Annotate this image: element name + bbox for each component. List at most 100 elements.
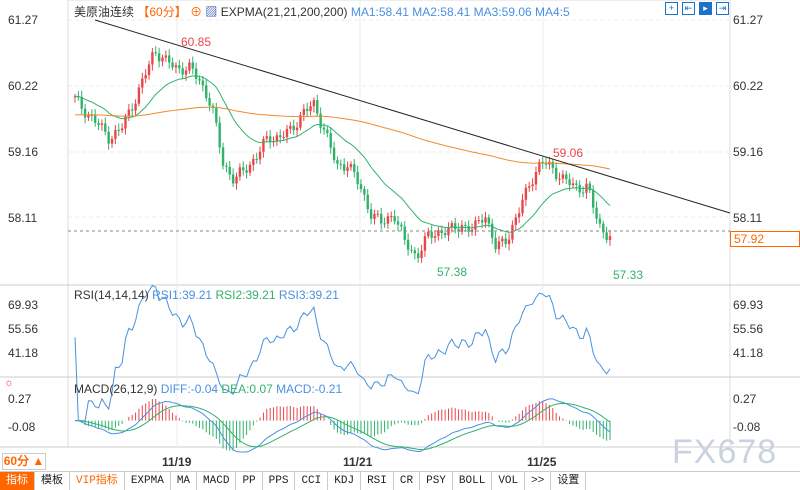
candle xyxy=(201,80,205,86)
candle xyxy=(403,226,406,240)
tab-vip-indicators[interactable]: VIP指标 xyxy=(70,472,125,490)
tab-ma[interactable]: MA xyxy=(171,472,198,490)
candle xyxy=(168,55,171,63)
candle xyxy=(534,171,538,185)
candle xyxy=(568,179,571,186)
tab-pps[interactable]: PPS xyxy=(263,472,296,490)
candle xyxy=(171,62,174,68)
date-label: 11/25 xyxy=(527,455,557,469)
play-tool-icon[interactable]: ▸ xyxy=(699,2,712,15)
candle xyxy=(184,70,188,75)
rsi3-value: RSI3:39.21 xyxy=(278,288,339,302)
candle xyxy=(275,135,279,142)
candle xyxy=(591,190,595,208)
candle xyxy=(141,78,144,88)
candle xyxy=(80,96,83,109)
candle xyxy=(379,213,383,224)
ma4-value: MA4:5 xyxy=(535,5,570,19)
candle xyxy=(575,183,578,185)
tab-kdj[interactable]: KDJ xyxy=(328,472,362,490)
candle xyxy=(437,230,440,237)
candle xyxy=(501,238,504,242)
candle xyxy=(521,199,524,214)
candle xyxy=(83,108,87,118)
rsi-tick: 55.56 xyxy=(8,322,39,336)
candle xyxy=(191,62,194,69)
tab-boll[interactable]: BOLL xyxy=(453,472,493,490)
candle xyxy=(285,128,289,138)
candle xyxy=(356,171,359,185)
candle xyxy=(127,109,131,117)
candle xyxy=(258,151,262,160)
candle xyxy=(514,217,517,225)
tab-rsi[interactable]: RSI xyxy=(361,472,394,490)
settings-sun-icon[interactable]: ☼ xyxy=(4,377,15,389)
candle xyxy=(440,230,443,234)
candle xyxy=(420,250,423,259)
candle xyxy=(460,224,464,232)
tab-cr[interactable]: CR xyxy=(394,472,421,490)
candle xyxy=(114,129,117,139)
candle xyxy=(595,207,598,219)
period-select[interactable]: 60分 ▲ xyxy=(2,453,46,470)
candle xyxy=(144,75,147,79)
main-legend: 美原油连续 【60分】 ⊕ ▨ EXPMA(21,21,200,200) MA1… xyxy=(74,3,570,20)
candle xyxy=(117,129,120,131)
more-button[interactable]: >> xyxy=(525,472,552,490)
candle xyxy=(235,176,238,184)
exit-tool-icon[interactable]: ⇥ xyxy=(716,2,729,15)
rsi2-value: RSI2:39.21 xyxy=(215,288,276,302)
tab-psy[interactable]: PSY xyxy=(420,472,453,490)
candle xyxy=(400,224,403,227)
candle xyxy=(110,138,114,144)
candle xyxy=(231,174,235,184)
settings-button[interactable]: 设置 xyxy=(551,472,587,490)
candle xyxy=(487,217,491,224)
candle xyxy=(413,250,417,254)
candle xyxy=(205,85,208,99)
candle xyxy=(100,123,104,125)
candle xyxy=(538,161,541,172)
candle xyxy=(406,239,410,250)
date-label: 11/19 xyxy=(162,455,192,469)
tab-indicators[interactable]: 指标 xyxy=(0,472,35,490)
candle xyxy=(376,213,380,215)
tab-expma[interactable]: EXPMA xyxy=(125,472,171,490)
fit-tool-icon[interactable]: ⇤ xyxy=(682,2,695,15)
candle xyxy=(312,100,316,107)
tab-macd[interactable]: MACD xyxy=(197,472,237,490)
rsi-tick: 55.56 xyxy=(733,322,764,336)
tab-templates[interactable]: 模板 xyxy=(35,472,70,490)
candle xyxy=(215,107,218,123)
rsi1-value: RSI1:39.21 xyxy=(152,288,213,302)
candle xyxy=(464,224,467,226)
candle xyxy=(107,131,110,144)
candle xyxy=(457,229,460,232)
period-label[interactable]: 【60分】 xyxy=(137,5,187,19)
candle xyxy=(289,125,292,129)
candle xyxy=(225,165,228,167)
candle xyxy=(188,62,191,71)
candle xyxy=(554,167,558,179)
ma2-value: MA2:58.41 xyxy=(412,5,471,19)
tab-pp[interactable]: PP xyxy=(236,472,263,490)
macd-tick: -0.08 xyxy=(8,420,36,434)
crosshair-icon[interactable]: ⊕ xyxy=(190,5,203,19)
candle xyxy=(339,163,343,165)
rsi-legend: RSI(14,14,14) RSI1:39.21 RSI2:39.21 RSI3… xyxy=(74,288,339,302)
chart-canvas[interactable] xyxy=(0,0,800,471)
candle xyxy=(124,116,127,129)
tab-vol[interactable]: VOL xyxy=(492,472,526,490)
candle xyxy=(198,78,201,81)
candle xyxy=(342,164,346,171)
candle xyxy=(248,164,252,173)
candle xyxy=(581,192,585,194)
candle xyxy=(393,216,396,222)
candle xyxy=(359,184,363,189)
tab-cci[interactable]: CCI xyxy=(295,472,329,490)
crosshair-tool-icon[interactable]: + xyxy=(665,2,678,15)
price-tick: 60.22 xyxy=(8,79,39,93)
candle xyxy=(120,128,124,131)
candle xyxy=(349,164,353,168)
candle xyxy=(541,161,544,163)
